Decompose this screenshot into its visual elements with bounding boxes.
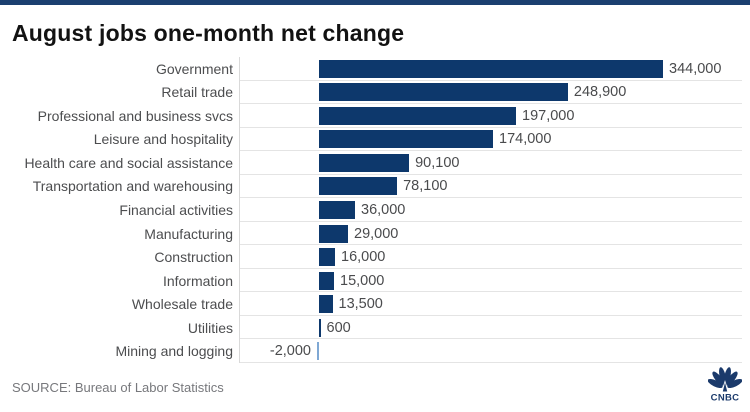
bar xyxy=(319,318,321,337)
bar-row: Health care and social assistance 90,100 xyxy=(0,151,750,175)
cnbc-peacock-icon: CNBC xyxy=(708,367,742,403)
bar xyxy=(319,295,333,314)
row-separator xyxy=(240,126,742,128)
bar-row: Retail trade 248,900 xyxy=(0,81,750,105)
bar-row: Mining and logging -2,000 xyxy=(0,339,750,363)
value-label: 600 xyxy=(326,319,351,336)
bar-row: Professional and business svcs 197,000 xyxy=(0,104,750,128)
bar-row: Wholesale trade 13,500 xyxy=(0,292,750,316)
value-label: 36,000 xyxy=(361,201,406,218)
bar xyxy=(319,59,663,78)
bar xyxy=(319,224,348,243)
bar xyxy=(319,153,410,172)
category-label: Utilities xyxy=(187,319,233,336)
row-separator xyxy=(240,291,742,293)
category-label: Transportation and warehousing xyxy=(32,178,233,195)
cnbc-logo-text: CNBC xyxy=(711,393,740,403)
category-label: Construction xyxy=(154,249,233,266)
chart-title: August jobs one-month net change xyxy=(12,20,405,46)
bar-row: Leisure and hospitality 174,000 xyxy=(0,128,750,152)
bar-row: Government 344,000 xyxy=(0,57,750,81)
value-label: 15,000 xyxy=(340,272,385,289)
category-label: Information xyxy=(162,272,233,289)
row-separator xyxy=(240,267,742,269)
bar-row: Manufacturing 29,000 xyxy=(0,222,750,246)
value-label: 29,000 xyxy=(354,225,399,242)
value-label: 13,500 xyxy=(338,296,383,313)
category-label: Mining and logging xyxy=(115,343,233,360)
row-separator xyxy=(240,338,742,340)
value-label: 78,100 xyxy=(403,178,448,195)
row-separator xyxy=(240,361,742,363)
category-label: Financial activities xyxy=(119,201,233,218)
row-separator xyxy=(240,244,742,246)
top-accent-bar xyxy=(0,0,750,5)
value-label: -2,000 xyxy=(269,343,311,360)
row-separator xyxy=(240,103,742,105)
row-separator xyxy=(240,314,742,316)
value-label: 174,000 xyxy=(499,131,552,148)
row-separator xyxy=(240,220,742,222)
row-separator xyxy=(240,197,742,199)
bar-row: Information 15,000 xyxy=(0,269,750,293)
row-separator xyxy=(240,173,742,175)
category-axis-line xyxy=(239,57,240,363)
row-separator xyxy=(240,79,742,81)
bar-row: Construction 16,000 xyxy=(0,245,750,269)
bar xyxy=(319,248,335,267)
bar-chart: Government 344,000 Retail trade 248,900 Prof… xyxy=(0,57,750,363)
category-label: Leisure and hospitality xyxy=(93,131,233,148)
value-label: 16,000 xyxy=(341,249,386,266)
category-label: Professional and business svcs xyxy=(37,107,233,124)
bar xyxy=(317,342,319,361)
category-label: Health care and social assistance xyxy=(24,154,233,171)
bar xyxy=(319,177,398,196)
source-note: SOURCE: Bureau of Labor Statistics xyxy=(12,380,224,395)
category-label: Retail trade xyxy=(161,84,233,101)
value-label: 197,000 xyxy=(522,107,575,124)
category-label: Wholesale trade xyxy=(131,296,233,313)
bar xyxy=(319,130,493,149)
bar-row: Financial activities 36,000 xyxy=(0,198,750,222)
bar xyxy=(319,83,568,102)
bar xyxy=(319,200,355,219)
value-label: 344,000 xyxy=(669,60,722,77)
category-label: Manufacturing xyxy=(144,225,233,242)
row-separator xyxy=(240,150,742,152)
value-label: 248,900 xyxy=(573,84,627,101)
bar-row: Transportation and warehousing 78,100 xyxy=(0,175,750,199)
bar-row: Utilities 600 xyxy=(0,316,750,340)
value-label: 90,100 xyxy=(415,154,460,171)
bar xyxy=(319,106,516,125)
bar xyxy=(319,271,334,290)
category-label: Government xyxy=(155,60,233,77)
